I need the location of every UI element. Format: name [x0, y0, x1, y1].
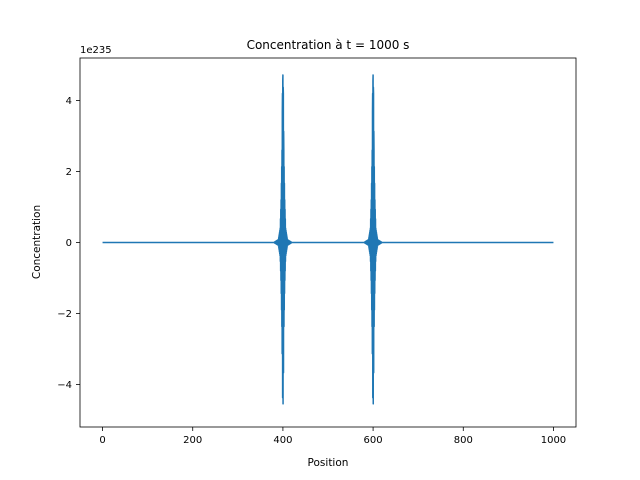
x-axis-label: Position	[308, 457, 349, 469]
series-line	[102, 74, 554, 405]
x-tick-label: 600	[364, 435, 383, 446]
x-tick-label: 200	[183, 435, 202, 446]
y-axis-ticks: −4 −2 0 2 4	[57, 96, 80, 391]
x-tick-label: 0	[99, 435, 105, 446]
y-tick-label: −4	[57, 380, 72, 391]
chart-title: Concentration à t = 1000 s	[247, 38, 410, 52]
x-axis-ticks: 0 200 400 600 800 1000	[99, 427, 566, 446]
x-tick-label: 400	[273, 435, 292, 446]
y-axis-label: Concentration	[31, 205, 43, 279]
y-tick-label: 4	[66, 96, 72, 107]
y-offset-label: 1e235	[80, 45, 112, 56]
x-tick-label: 800	[454, 435, 473, 446]
y-tick-label: 0	[66, 238, 72, 249]
y-tick-label: −2	[57, 309, 72, 320]
data-layer	[102, 74, 554, 405]
y-tick-label: 2	[66, 167, 72, 178]
x-tick-label: 1000	[541, 435, 566, 446]
